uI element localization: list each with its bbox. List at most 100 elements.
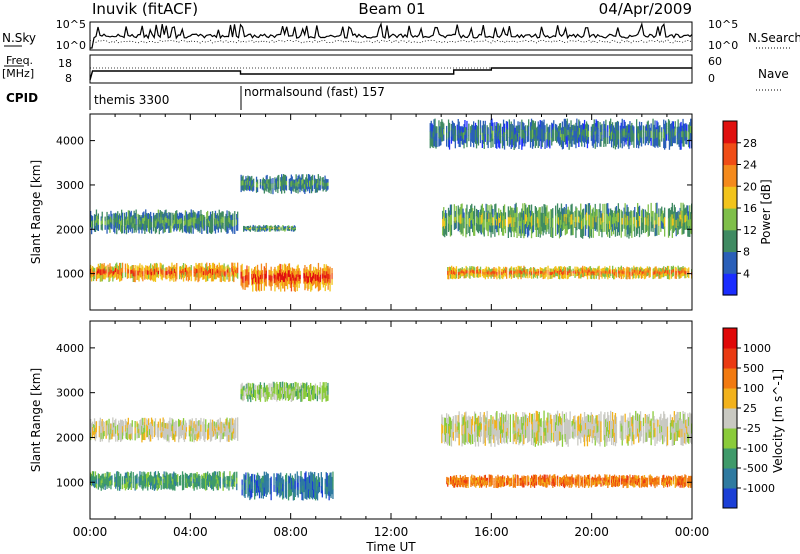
echo-cell [454,482,457,486]
echo-cell [114,226,116,234]
echo-cell [646,477,648,482]
echo-cell [599,203,601,213]
echo-cell [595,269,597,273]
echo-cell [508,137,510,147]
echo-cell [193,484,195,491]
echo-cell [587,272,590,276]
echo-cell [316,269,319,276]
echo-cell [590,135,592,141]
echo-cell [260,227,262,230]
echo-cell [553,127,555,135]
echo-cell [254,278,256,285]
echo-cell [574,131,576,139]
echo-cell [492,225,494,235]
echo-cell [231,267,233,273]
echo-cell [242,282,244,290]
echo-cell [547,479,549,483]
echo-cell [558,266,560,271]
echo-cell [224,271,226,277]
echo-cell [473,219,475,228]
echo-cell [326,179,328,184]
echo-cell [612,273,614,279]
echo-cell [152,476,155,481]
echo-cell [536,211,538,218]
echo-cell [638,220,640,229]
echo-cell [116,273,118,280]
echo-cell [275,486,277,493]
echo-cell [618,226,620,236]
echo-cell [249,476,251,485]
echo-cell [471,211,473,221]
echo-cell [588,482,591,487]
echo-cell [240,278,242,286]
echo-cell [237,273,239,279]
echo-cell [249,229,251,232]
echo-cell [184,224,187,233]
echo-cell [150,475,153,480]
echo-cell [649,477,651,482]
echo-cell [459,271,461,276]
echo-cell [270,227,273,230]
echo-cell [671,214,673,227]
echo-cell [629,477,631,482]
echo-cell [148,476,150,482]
echo-cell [645,480,647,484]
echo-cell [124,484,127,491]
echo-cell [159,479,161,483]
echo-cell [543,204,545,214]
echo-cell [99,479,101,485]
echo-cell [471,203,473,213]
echo-cell [596,129,598,139]
echo-cell [674,270,676,275]
echo-cell [583,119,586,130]
echo-cell [222,478,224,485]
echo-cell [518,125,520,134]
echo-cell [534,477,537,482]
echo-cell [237,262,239,269]
echo-cell [578,478,580,484]
echo-cell [290,174,292,182]
echo-cell [107,476,109,482]
echo-cell [487,134,489,142]
echo-cell [621,118,623,129]
echo-cell [307,476,309,485]
echo-cell [648,475,650,479]
echo-cell [471,266,473,270]
echo-cell [195,223,197,229]
echo-cell [521,479,523,484]
echo-cell [252,480,254,487]
echo-cell [540,273,542,278]
echo-cell [675,479,677,484]
echo-cell [554,270,556,274]
echo-cell [568,140,570,150]
echo-cell [185,270,188,276]
echo-cell [525,131,527,138]
echo-cell [468,129,470,136]
echo-cell [269,478,271,484]
echo-cell [456,477,459,481]
echo-cell [525,214,527,225]
echo-cell [91,227,93,235]
echo-cell [318,182,320,187]
echo-cell [141,269,143,275]
echo-cell [99,483,101,488]
echo-cell [644,209,646,218]
echo-cell [572,125,574,131]
echo-cell [106,226,108,234]
echo-cell [661,213,663,222]
echo-cell [445,226,447,235]
echo-cell [281,174,283,181]
echo-cell [593,479,595,483]
echo-cell [305,186,307,192]
echo-cell [688,267,690,272]
echo-cell [263,266,265,275]
echo-cell [555,479,557,483]
echo-cell [532,478,535,483]
echo-cell [291,480,293,487]
echo-cell [172,479,174,485]
echo-cell [190,481,192,486]
echo-cell [527,207,529,218]
echo-cell [528,204,530,216]
echo-cell [112,423,114,431]
